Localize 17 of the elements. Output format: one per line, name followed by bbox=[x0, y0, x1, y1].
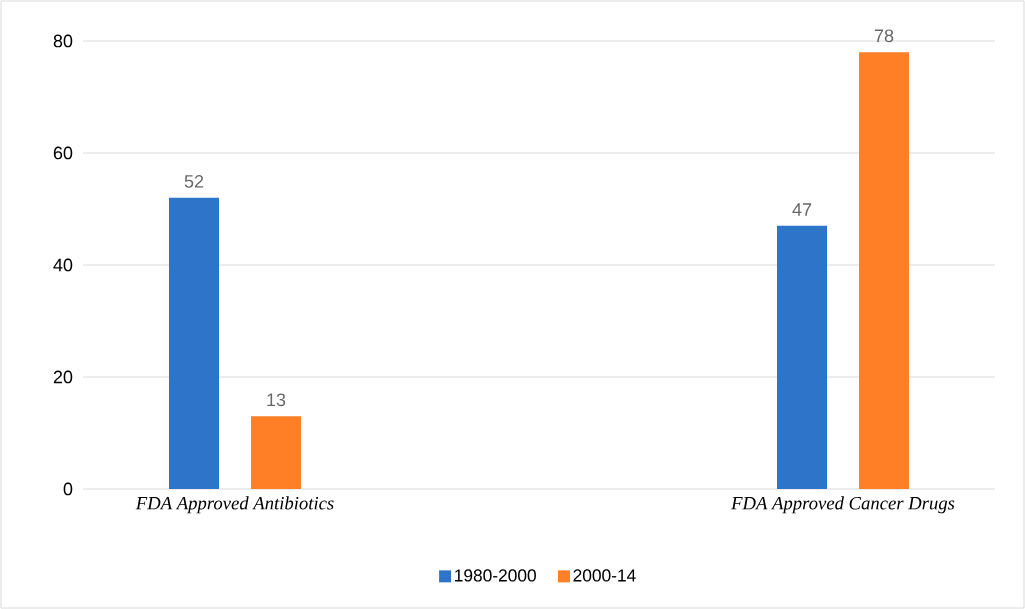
y-tick-label: 80 bbox=[53, 34, 73, 48]
y-tick-label: 60 bbox=[53, 146, 73, 160]
bar bbox=[169, 197, 219, 489]
data-label: 13 bbox=[267, 393, 286, 407]
x-tick-label: FDA Approved Cancer Drugs bbox=[731, 496, 955, 514]
x-tick-label: FDA Approved Antibiotics bbox=[135, 496, 334, 514]
y-tick-label: 40 bbox=[53, 258, 73, 272]
data-label: 78 bbox=[874, 29, 894, 43]
y-tick-label: 20 bbox=[53, 370, 73, 384]
data-label: 47 bbox=[792, 203, 812, 216]
legend-label: 1980-2000 bbox=[455, 569, 536, 582]
y-tick-label: 0 bbox=[63, 482, 73, 496]
legend-label: 2000-14 bbox=[573, 569, 636, 582]
bar bbox=[859, 52, 909, 489]
data-label: 52 bbox=[184, 175, 204, 188]
bar bbox=[777, 225, 827, 489]
bar bbox=[251, 416, 302, 489]
